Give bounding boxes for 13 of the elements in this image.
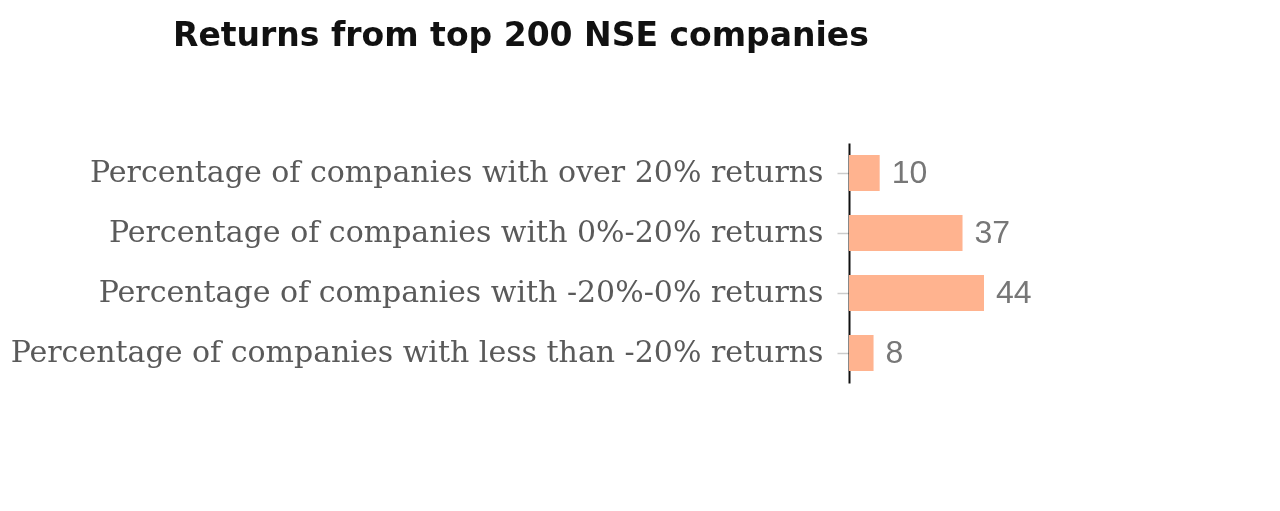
- data-label: 37: [974, 214, 1011, 250]
- y-tick-label: Percentage of companies with -20%-0% returns: [98, 274, 824, 309]
- y-tick-label: Percentage of companies with less than -20% returns: [10, 334, 824, 369]
- y-tick-label: Percentage of companies with 0%-20% returns: [108, 214, 824, 249]
- bar: [849, 215, 963, 251]
- bar: [849, 335, 874, 371]
- y-tick-label: Percentage of companies with over 20% returns: [89, 154, 824, 189]
- bar: [849, 275, 984, 311]
- text: Returns from top 200 NSE companies: [172, 15, 869, 54]
- data-label: 44: [996, 274, 1032, 310]
- data-label: 8: [885, 334, 904, 370]
- data-label: 10: [891, 154, 928, 190]
- bar: [849, 155, 880, 191]
